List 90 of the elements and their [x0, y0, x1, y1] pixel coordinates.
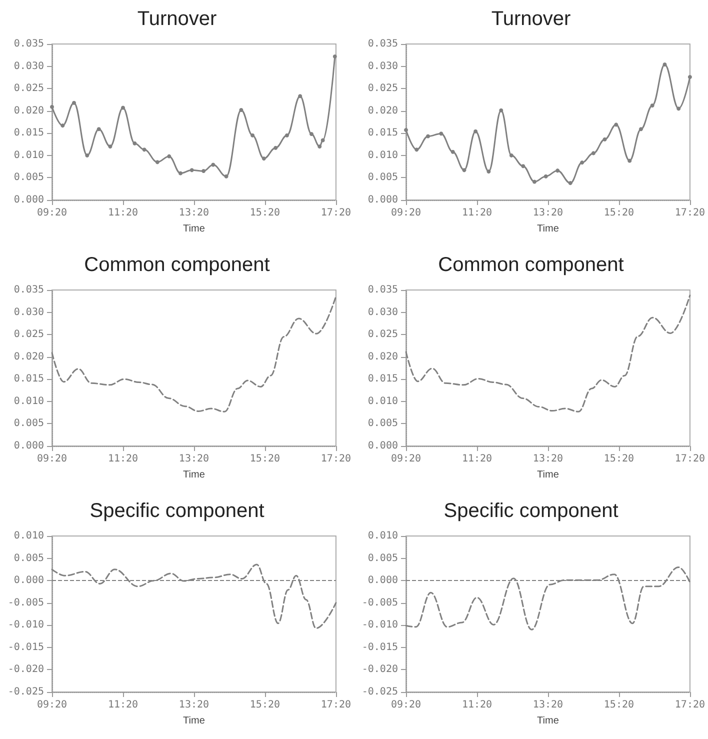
y-tick-label: 0.005 [368, 418, 398, 430]
x-axis-title: Time [183, 470, 206, 480]
x-tick-label: 15:20 [250, 700, 280, 710]
x-axis-title: Time [537, 716, 560, 726]
y-tick-label: 0.010 [368, 396, 398, 407]
y-tick-label: 0.000 [368, 440, 398, 452]
y-tick-label: -0.020 [362, 664, 398, 676]
y-tick-label: 0.025 [14, 83, 44, 94]
x-tick-label: 09:20 [390, 454, 422, 464]
y-tick-label: -0.005 [362, 597, 398, 608]
y-tick-label: 0.010 [14, 150, 44, 161]
y-tick-label: -0.015 [8, 642, 44, 653]
y-tick-label: 0.030 [368, 306, 398, 318]
y-tick-label: 0.000 [14, 194, 44, 206]
y-tick-label: 0.010 [14, 396, 44, 407]
y-tick-label: 0.000 [14, 575, 44, 586]
x-tick-label: 15:20 [250, 454, 280, 464]
x-tick-label: 13:20 [532, 208, 564, 218]
x-tick-label: 11:20 [462, 454, 492, 464]
x-tick-label: 17:20 [674, 700, 706, 710]
x-tick-label: 09:20 [36, 454, 68, 464]
x-tick-label: 13:20 [178, 700, 210, 710]
y-tick-label: 0.010 [368, 150, 398, 161]
x-tick-label: 13:20 [532, 700, 564, 710]
y-tick-label: -0.005 [8, 597, 44, 608]
y-tick-label: 0.020 [14, 105, 44, 116]
y-tick-label: 0.005 [368, 552, 398, 564]
x-tick-label: 17:20 [320, 208, 352, 218]
x-tick-label: 11:20 [462, 208, 492, 218]
y-tick-label: 0.025 [14, 329, 44, 340]
x-tick-label: 17:20 [674, 208, 706, 218]
x-tick-label: 09:20 [36, 208, 68, 218]
y-tick-label: 0.010 [368, 530, 398, 542]
x-tick-label: 15:20 [604, 208, 634, 218]
x-tick-label: 17:20 [674, 454, 706, 464]
y-tick-label: 0.015 [368, 128, 398, 139]
x-axis-title: Time [537, 470, 560, 480]
x-tick-label: 13:20 [532, 454, 564, 464]
y-tick-label: -0.010 [362, 620, 398, 631]
y-tick-label: -0.025 [8, 686, 44, 698]
y-tick-label: 0.030 [14, 60, 44, 72]
y-tick-label: 0.000 [368, 575, 398, 586]
chart-title: Specific component [444, 500, 619, 522]
y-tick-label: 0.025 [368, 83, 398, 94]
x-tick-label: 09:20 [390, 208, 422, 218]
x-axis-title: Time [183, 716, 206, 726]
x-tick-label: 11:20 [108, 700, 138, 710]
chart-title: Common component [438, 254, 624, 276]
x-tick-label: 13:20 [178, 454, 210, 464]
chart-title: Common component [84, 254, 270, 276]
y-tick-label: 0.035 [368, 284, 398, 296]
y-tick-label: -0.025 [362, 686, 398, 698]
y-tick-label: -0.010 [8, 620, 44, 631]
y-tick-label: -0.015 [362, 642, 398, 653]
x-tick-label: 13:20 [178, 208, 210, 218]
y-tick-label: 0.015 [14, 374, 44, 385]
x-tick-label: 15:20 [604, 454, 634, 464]
x-tick-label: 09:20 [390, 700, 422, 710]
y-tick-label: 0.010 [14, 530, 44, 542]
y-tick-label: 0.020 [368, 351, 398, 362]
x-tick-label: 17:20 [320, 454, 352, 464]
y-tick-label: 0.015 [14, 128, 44, 139]
y-tick-label: 0.000 [14, 440, 44, 452]
y-tick-label: 0.035 [14, 284, 44, 296]
y-tick-label: -0.020 [8, 664, 44, 676]
y-tick-label: 0.020 [14, 351, 44, 362]
y-tick-label: 0.025 [368, 329, 398, 340]
y-tick-label: 0.005 [14, 172, 44, 184]
y-tick-label: 0.035 [14, 38, 44, 50]
y-tick-label: 0.005 [14, 552, 44, 564]
x-tick-label: 11:20 [462, 700, 492, 710]
y-tick-label: 0.020 [368, 105, 398, 116]
chart-title: Turnover [491, 8, 571, 30]
x-tick-label: 09:20 [36, 700, 68, 710]
y-tick-label: 0.000 [368, 194, 398, 206]
y-tick-label: 0.035 [368, 38, 398, 50]
x-tick-label: 11:20 [108, 454, 138, 464]
x-tick-label: 15:20 [604, 700, 634, 710]
y-tick-label: 0.030 [14, 306, 44, 318]
chart-title: Turnover [137, 8, 217, 30]
y-tick-label: 0.005 [368, 172, 398, 184]
x-tick-label: 15:20 [250, 208, 280, 218]
y-tick-label: 0.030 [368, 60, 398, 72]
y-tick-label: 0.015 [368, 374, 398, 385]
x-tick-label: 11:20 [108, 208, 138, 218]
chart-title: Specific component [90, 500, 265, 522]
y-tick-label: 0.005 [14, 418, 44, 430]
x-tick-label: 17:20 [320, 700, 352, 710]
x-axis-title: Time [537, 224, 560, 234]
x-axis-title: Time [183, 224, 206, 234]
